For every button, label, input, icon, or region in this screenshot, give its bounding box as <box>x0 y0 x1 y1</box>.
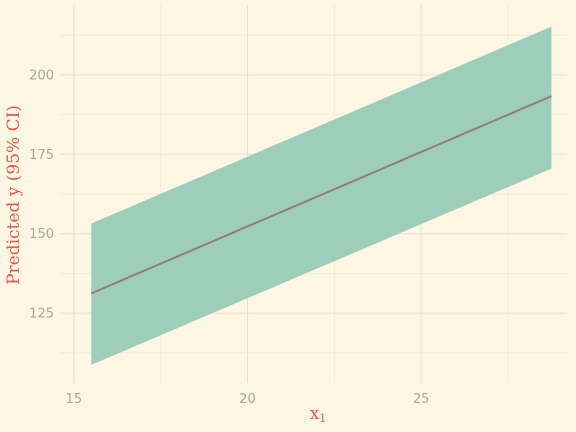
y-tick-label: 175 <box>29 148 54 163</box>
y-tick-label: 150 <box>29 227 54 242</box>
x-axis-title: x1 <box>310 404 327 425</box>
x-tick-label: 20 <box>239 392 256 407</box>
x-axis-title-sub: 1 <box>319 412 326 425</box>
x-tick-labels: 15 20 25 <box>66 392 430 407</box>
fit-line-layer <box>90 95 552 295</box>
y-tick-labels: 125 150 175 200 <box>29 68 54 321</box>
x-tick-label: 15 <box>66 392 83 407</box>
fit-line <box>90 95 552 295</box>
y-tick-label: 200 <box>29 68 54 83</box>
x-axis-title-main: x <box>310 404 320 424</box>
x-tick-label: 25 <box>413 392 430 407</box>
y-axis-title: Predicted y (95% CI) <box>4 105 24 285</box>
y-tick-label: 125 <box>29 307 54 322</box>
